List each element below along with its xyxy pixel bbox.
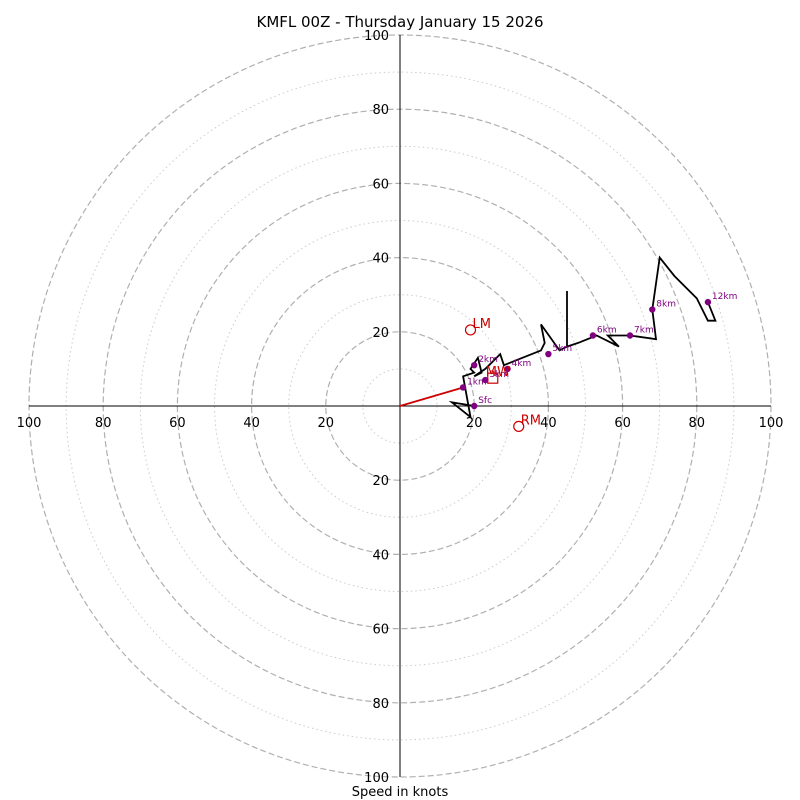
tick-label-east-40: 40 <box>540 416 557 431</box>
height-label-6km: 6km <box>597 326 617 336</box>
shear-vector-layer <box>399 386 464 407</box>
height-label-3km: 3km <box>489 370 509 380</box>
tick-label-west-60: 60 <box>169 416 186 431</box>
storm-motion-rm-marker <box>513 420 525 433</box>
tick-label-east-20: 20 <box>466 416 483 431</box>
height-label-1km: 1km <box>467 377 487 387</box>
height-label-sfc: Sfc <box>478 396 492 406</box>
tick-label-south-40: 40 <box>372 548 389 563</box>
tick-label-west-80: 80 <box>95 416 112 431</box>
storm-motion-markers: LM RM MW <box>464 317 541 433</box>
height-marker-1km <box>459 384 467 391</box>
height-marker-sfc <box>471 402 478 410</box>
tick-label-north-20: 20 <box>372 326 389 341</box>
storm-motion-mw-label: MW <box>486 365 510 380</box>
height-label-5km: 5km <box>552 344 572 354</box>
tick-label-west-20: 20 <box>318 416 335 431</box>
tick-label-east-80: 80 <box>689 416 706 431</box>
height-label-8km: 8km <box>656 300 676 310</box>
storm-motion-rm-label: RM <box>521 413 541 428</box>
height-label-2km: 2km <box>478 355 498 365</box>
x-axis-label: Speed in knots <box>352 785 449 800</box>
tick-label-north-60: 60 <box>372 177 389 192</box>
storm-motion-lm-marker <box>464 324 477 336</box>
storm-motion-mw-marker <box>487 372 499 384</box>
tick-label-north-80: 80 <box>372 103 389 118</box>
hodograph-trace <box>448 255 717 420</box>
height-marker-8km <box>649 306 656 313</box>
height-marker-7km <box>626 332 634 339</box>
height-marker-6km <box>589 332 597 339</box>
tick-label-south-60: 60 <box>372 623 389 638</box>
tick-label-north-40: 40 <box>372 252 389 267</box>
height-marker-2km <box>471 361 478 369</box>
height-label-12km: 12km <box>712 292 737 302</box>
height-marker-4km <box>504 365 511 373</box>
hodograph-trace-layer <box>448 255 717 420</box>
height-label-4km: 4km <box>512 359 532 369</box>
tick-label-east-100: 100 <box>759 416 784 431</box>
tick-label-south-100: 100 <box>364 771 389 786</box>
height-label-7km: 7km <box>634 326 654 336</box>
tick-label-south-20: 20 <box>372 474 389 489</box>
tick-labels: 20 20 20 20 40 40 40 40 60 60 60 60 80 80 80 80 100 100 10… <box>17 29 784 786</box>
shear-vector <box>399 386 464 407</box>
chart-title: KMFL 00Z - Thursday January 15 2026 <box>256 13 543 31</box>
height-marker-3km <box>482 376 489 384</box>
tick-label-east-60: 60 <box>614 416 631 431</box>
storm-motion-lm-label: LM <box>472 317 490 332</box>
tick-label-north-100: 100 <box>364 29 389 44</box>
tick-label-west-40: 40 <box>243 416 260 431</box>
height-marker-5km <box>545 350 552 358</box>
tick-label-south-80: 80 <box>372 697 389 712</box>
height-marker-12km <box>704 298 712 306</box>
tick-label-west-100: 100 <box>17 416 42 431</box>
